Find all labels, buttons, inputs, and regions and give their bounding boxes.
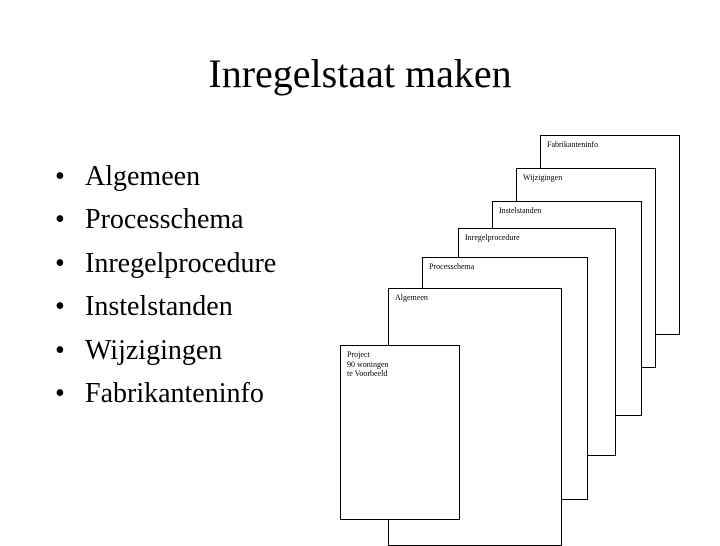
list-item: •Algemeen <box>55 155 276 198</box>
stack-page-label: Inregelprocedure <box>465 233 520 243</box>
stack-page-label: Fabrikanteninfo <box>547 140 598 150</box>
bullet-list: •Algemeen •Processchema •Inregelprocedur… <box>55 155 276 415</box>
list-item-label: Fabrikanteninfo <box>85 372 264 415</box>
list-item-label: Processchema <box>85 198 244 241</box>
stack-page-label: Wijzigingen <box>523 173 562 183</box>
stack-page-label: Instelstanden <box>499 206 541 216</box>
list-item: •Instelstanden <box>55 285 276 328</box>
slide-title: Inregelstaat maken <box>0 50 720 97</box>
stack-page-label: Project 90 woningen te Voorbeeld <box>347 350 389 379</box>
list-item: •Wijzigingen <box>55 329 276 372</box>
bullet-icon: • <box>55 285 85 328</box>
stack-front-page: Project 90 woningen te Voorbeeld <box>340 345 460 520</box>
bullet-icon: • <box>55 372 85 415</box>
bullet-icon: • <box>55 329 85 372</box>
bullet-icon: • <box>55 198 85 241</box>
list-item-label: Algemeen <box>85 155 200 198</box>
stack-page-label: Algemeen <box>395 293 428 303</box>
list-item-label: Instelstanden <box>85 285 233 328</box>
page-stack: Fabrikanteninfo Wijzigingen Instelstande… <box>340 135 680 495</box>
bullet-icon: • <box>55 155 85 198</box>
list-item: •Processchema <box>55 198 276 241</box>
list-item-label: Wijzigingen <box>85 329 222 372</box>
list-item: •Fabrikanteninfo <box>55 372 276 415</box>
slide: Inregelstaat maken •Algemeen •Processche… <box>0 0 720 540</box>
stack-page-label: Processchema <box>429 262 474 272</box>
list-item-label: Inregelprocedure <box>85 242 276 285</box>
bullet-icon: • <box>55 242 85 285</box>
list-item: •Inregelprocedure <box>55 242 276 285</box>
